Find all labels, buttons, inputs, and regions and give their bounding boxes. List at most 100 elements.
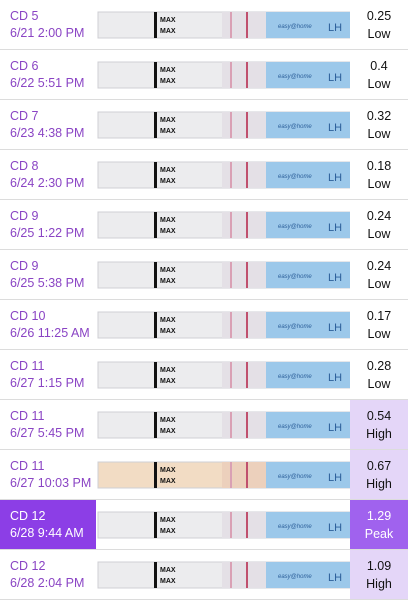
max-label: MAX [160, 78, 176, 85]
cycle-day: CD 9 [10, 208, 39, 223]
lh-value: 0.25 [366, 8, 392, 23]
result-window [222, 62, 266, 88]
test-date: CD 9 6/25 1:22 PM [0, 200, 96, 249]
test-date: CD 7 6/23 4:38 PM [0, 100, 96, 149]
max-label: MAX [160, 428, 176, 435]
strip-bar [154, 212, 157, 238]
control-line [246, 412, 248, 438]
brand-label: easy@home [278, 574, 312, 580]
test-strip: MAX MAX easy@home LH [97, 361, 350, 389]
max-label: MAX [160, 328, 176, 335]
result-window [222, 262, 266, 288]
handle [266, 462, 350, 488]
max-label: MAX [160, 117, 176, 124]
lh-value: 0.18 [366, 158, 392, 173]
test-row[interactable]: CD 9 6/25 1:22 PM MAX MAX easy@home LH 0.24 Low [0, 200, 408, 250]
test-row[interactable]: CD 11 6/27 10:03 PM MAX MAX easy@home LH 0.67 H… [0, 450, 408, 500]
result-window [222, 112, 266, 138]
control-line [246, 362, 248, 388]
max-label: MAX [160, 228, 176, 235]
test-line [230, 62, 232, 88]
lh-level: Low [367, 26, 391, 41]
test-line [230, 12, 232, 38]
cycle-day: CD 11 [10, 458, 45, 473]
result-window [222, 12, 266, 38]
handle [266, 412, 350, 438]
test-result: 0.28 Low [350, 350, 408, 399]
strip-bar [154, 412, 157, 438]
strip-bar [154, 462, 157, 488]
test-time: 6/27 5:45 PM [10, 425, 85, 440]
test-date: CD 12 6/28 2:04 PM [0, 550, 96, 599]
cycle-day: CD 12 [10, 508, 46, 523]
test-row[interactable]: CD 6 6/22 5:51 PM MAX MAX easy@home LH 0.4 Low [0, 50, 408, 100]
test-time: 6/25 5:38 PM [10, 275, 85, 290]
test-strip: MAX MAX easy@home LH [97, 311, 350, 339]
test-row[interactable]: CD 8 6/24 2:30 PM MAX MAX easy@home LH 0.18 Low [0, 150, 408, 200]
lh-level: High [366, 476, 392, 491]
cycle-day: CD 12 [10, 558, 46, 573]
test-time: 6/27 1:15 PM [10, 375, 85, 390]
lh-value: 0.24 [366, 258, 392, 273]
brand-label: easy@home [278, 174, 312, 180]
test-line [230, 262, 232, 288]
handle [266, 562, 350, 588]
test-line [230, 362, 232, 388]
cycle-day: CD 11 [10, 408, 45, 423]
test-result: 1.09 High [350, 550, 408, 599]
test-line [230, 412, 232, 438]
test-result: 0.17 Low [350, 300, 408, 349]
test-time: 6/27 10:03 PM [10, 475, 92, 490]
handle [266, 212, 350, 238]
test-line [230, 562, 232, 588]
result-window [222, 212, 266, 238]
test-line [230, 462, 232, 488]
max-label: MAX [160, 167, 176, 174]
test-result: 0.4 Low [350, 50, 408, 99]
test-date: CD 9 6/25 5:38 PM [0, 250, 96, 299]
test-line [230, 212, 232, 238]
test-time: 6/28 9:44 AM [10, 525, 84, 540]
lh-level: Low [367, 76, 391, 91]
hormone-label: LH [328, 172, 342, 184]
handle [266, 362, 350, 388]
strip-bar [154, 112, 157, 138]
test-strip: MAX MAX easy@home LH [97, 161, 350, 189]
brand-label: easy@home [278, 374, 312, 380]
test-date: CD 6 6/22 5:51 PM [0, 50, 96, 99]
max-label: MAX [160, 478, 176, 485]
strip-bar [154, 562, 157, 588]
test-row[interactable]: CD 9 6/25 5:38 PM MAX MAX easy@home LH 0.24 Low [0, 250, 408, 300]
test-time: 6/23 4:38 PM [10, 125, 85, 140]
handle [266, 312, 350, 338]
test-row[interactable]: CD 12 6/28 2:04 PM MAX MAX easy@home LH 1.09 Hi… [0, 550, 408, 600]
control-line [246, 12, 248, 38]
hormone-label: LH [328, 322, 342, 334]
test-row[interactable]: CD 12 6/28 9:44 AM MAX MAX easy@home LH 1.29 Pe… [0, 500, 408, 550]
test-row[interactable]: CD 10 6/26 11:25 AM MAX MAX easy@home LH 0.17 L… [0, 300, 408, 350]
cycle-day: CD 6 [10, 58, 39, 73]
test-row[interactable]: CD 5 6/21 2:00 PM MAX MAX easy@home LH 0.25 Low [0, 0, 408, 50]
test-row[interactable]: CD 11 6/27 5:45 PM MAX MAX easy@home LH 0.54 Hi… [0, 400, 408, 450]
max-label: MAX [160, 267, 176, 274]
brand-label: easy@home [278, 74, 312, 80]
lh-value: 0.24 [366, 208, 392, 223]
test-strip: MAX MAX easy@home LH [97, 461, 350, 489]
test-result: 0.67 High [350, 450, 408, 499]
test-date: CD 11 6/27 10:03 PM [0, 450, 96, 499]
lh-level: Low [367, 326, 391, 341]
test-row[interactable]: CD 11 6/27 1:15 PM MAX MAX easy@home LH 0.28 Lo… [0, 350, 408, 400]
handle [266, 62, 350, 88]
test-strip: MAX MAX easy@home LH [97, 411, 350, 439]
max-label: MAX [160, 67, 176, 74]
strip-bar [154, 512, 157, 538]
test-result: 0.24 Low [350, 200, 408, 249]
test-strip: MAX MAX easy@home LH [97, 511, 350, 539]
strip-bar [154, 162, 157, 188]
cycle-day: CD 10 [10, 308, 46, 323]
max-label: MAX [160, 367, 176, 374]
hormone-label: LH [328, 422, 342, 434]
control-line [246, 62, 248, 88]
lh-value: 0.67 [366, 458, 392, 473]
test-row[interactable]: CD 7 6/23 4:38 PM MAX MAX easy@home LH 0.32 Low [0, 100, 408, 150]
